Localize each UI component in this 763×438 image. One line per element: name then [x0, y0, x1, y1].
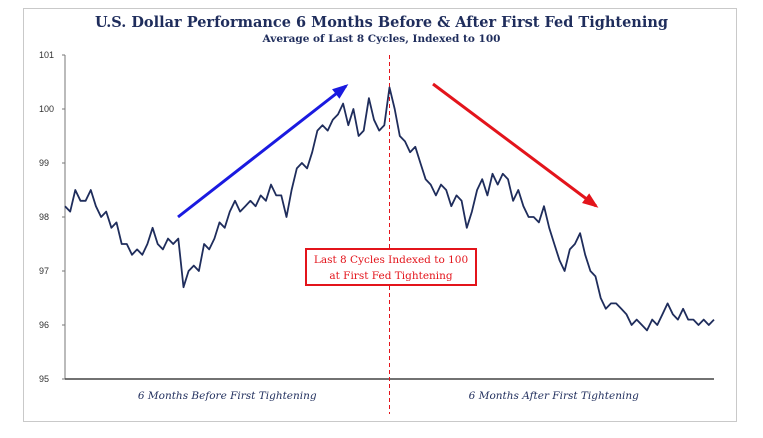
chart-subtitle: Average of Last 8 Cycles, Indexed to 100: [262, 33, 501, 45]
y-tick-label: 99: [39, 158, 49, 168]
up-trend-arrow-shaft: [177, 84, 347, 219]
up-trend-arrow-head: [332, 84, 349, 99]
y-tick-label: 101: [39, 50, 54, 60]
down-trend-arrow: [432, 82, 599, 208]
y-axis: 95 96 97 98 99 100 101: [39, 50, 66, 384]
trend-arrows: [177, 82, 599, 219]
y-tick-label: 97: [39, 266, 49, 276]
y-tick-label: 96: [39, 320, 49, 330]
series-line-dollar-index: [64, 86, 715, 332]
y-tick-label: 100: [39, 104, 54, 114]
y-tick-label: 95: [39, 374, 49, 384]
period-label-before: 6 Months Before First Tightening: [138, 390, 317, 402]
down-trend-arrow-head: [581, 193, 599, 208]
y-tick-label: 98: [39, 212, 49, 222]
chart-title: U.S. Dollar Performance 6 Months Before …: [94, 14, 669, 31]
period-label-after: 6 Months After First Tightening: [469, 390, 639, 402]
up-trend-arrow: [177, 84, 349, 219]
chart-frame: [23, 8, 737, 422]
annotation-box: Last 8 Cycles Indexed to 100 at First Fe…: [305, 248, 477, 286]
down-trend-arrow-shaft: [432, 82, 597, 208]
